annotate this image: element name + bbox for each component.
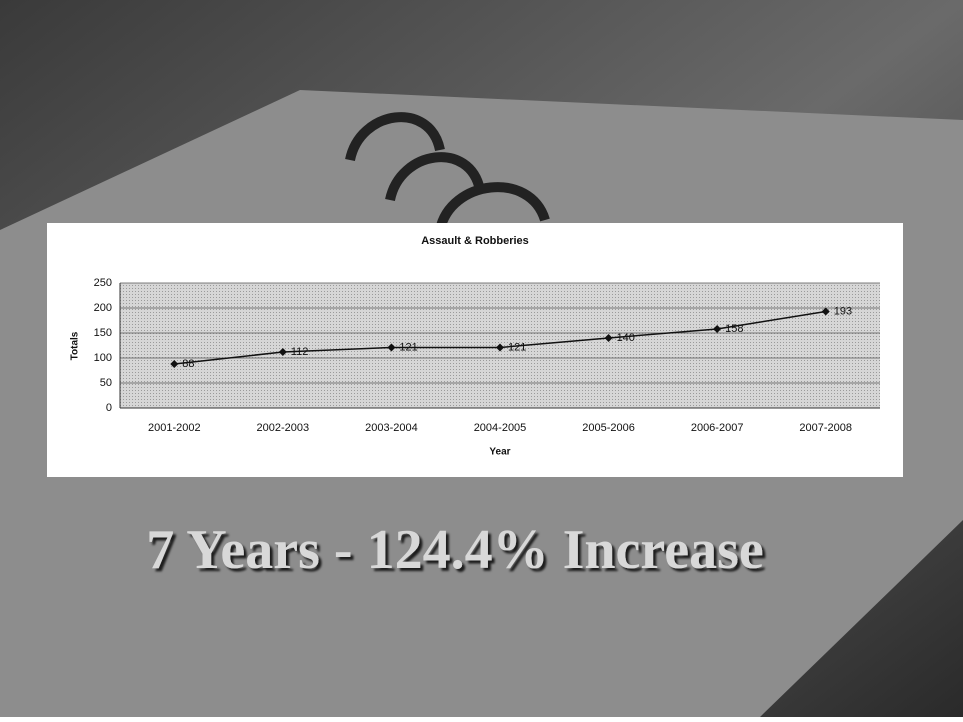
data-label: 88	[182, 358, 194, 370]
data-point	[604, 334, 613, 342]
y-tick-label: 0	[106, 402, 112, 414]
y-tick-label: 50	[100, 377, 112, 389]
data-label: 121	[508, 341, 526, 353]
data-point	[496, 343, 504, 352]
binder-rings	[345, 112, 550, 232]
data-point	[387, 343, 396, 352]
x-tick-label: 2005-2006	[582, 422, 635, 434]
data-point	[713, 325, 722, 333]
data-label: 158	[725, 323, 743, 335]
chart-title: Assault & Robberies	[421, 235, 529, 247]
x-tick-label: 2001-2002	[148, 422, 201, 434]
data-label: 121	[399, 341, 417, 353]
data-point	[170, 360, 179, 368]
data-label: 140	[617, 332, 635, 344]
data-point	[278, 348, 287, 356]
x-tick-label: 2007-2008	[799, 422, 852, 434]
caption: 7 Years - 124.4% Increase	[146, 519, 763, 581]
y-axis-label: Totals	[70, 331, 81, 360]
data-label: 193	[834, 305, 852, 317]
y-tick-label: 150	[94, 327, 112, 339]
x-tick-label: 2004-2005	[474, 422, 527, 434]
y-tick-label: 100	[94, 352, 112, 364]
y-tick-label: 250	[94, 277, 112, 289]
x-tick-label: 2006-2007	[691, 422, 744, 434]
data-label: 112	[291, 346, 309, 358]
x-tick-label: 2002-2003	[257, 422, 310, 434]
data-point	[821, 307, 830, 316]
x-tick-label: 2003-2004	[365, 422, 418, 434]
x-axis-label: Year	[489, 447, 510, 458]
y-tick-label: 200	[94, 302, 112, 314]
